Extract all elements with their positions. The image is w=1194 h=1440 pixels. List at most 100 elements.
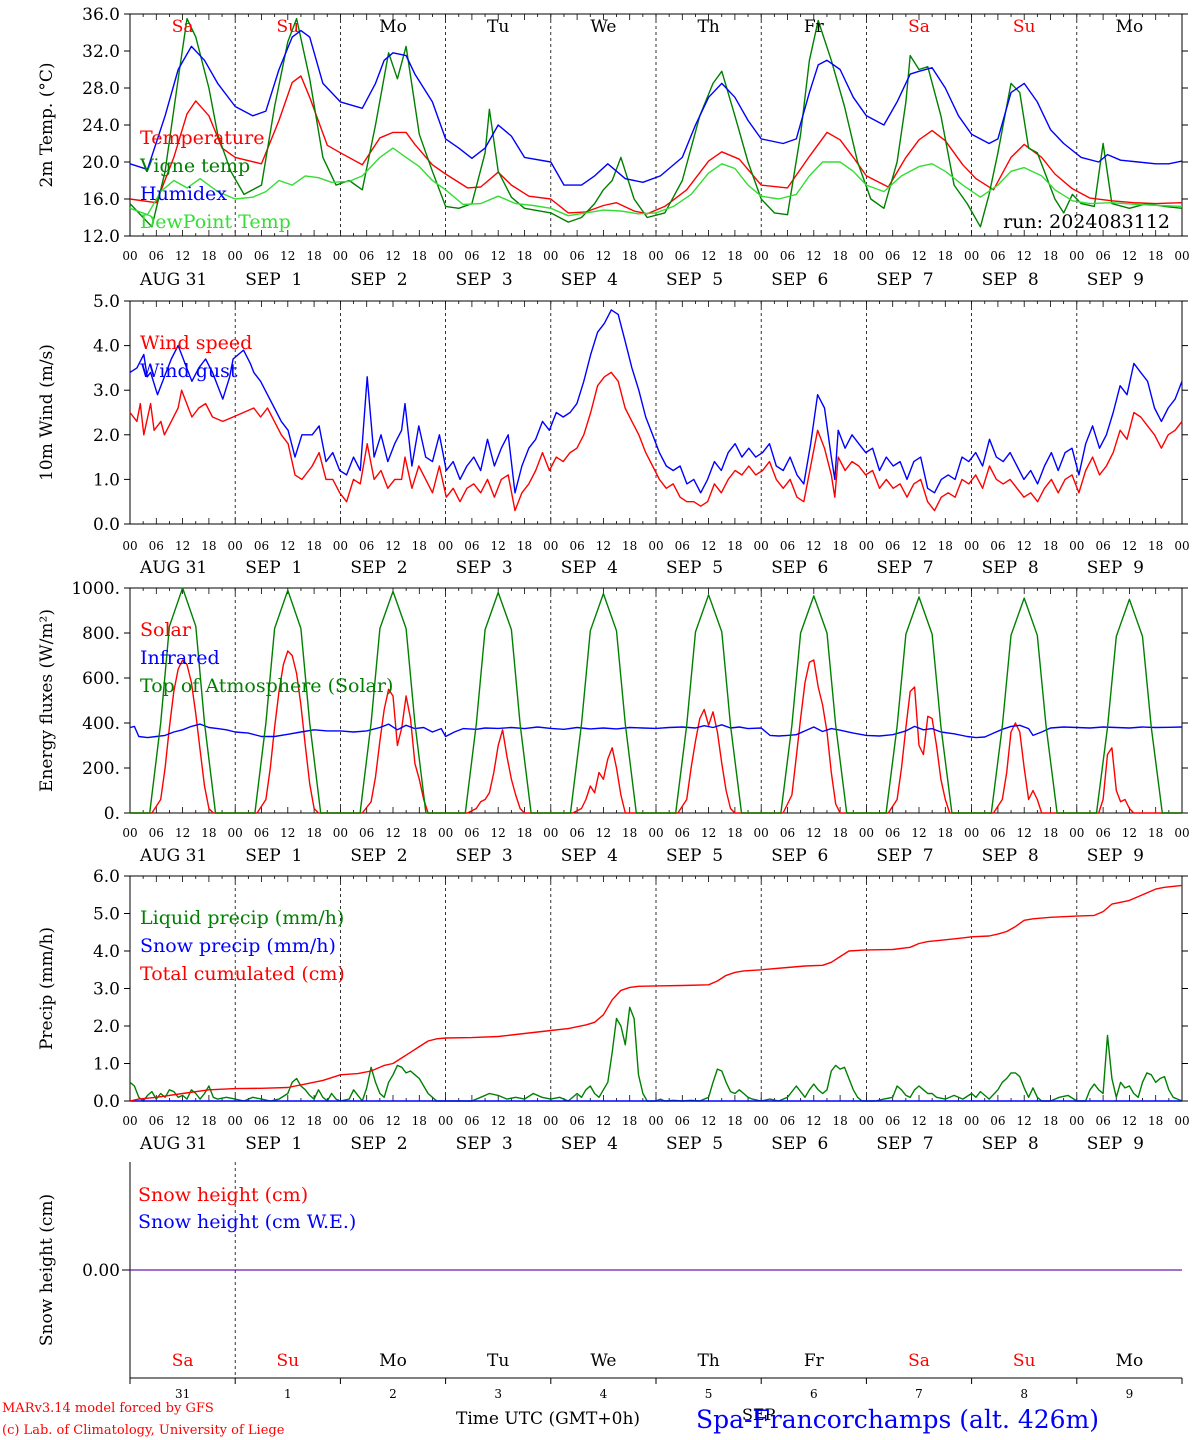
y-tick-label: 20.0 [82,153,120,173]
date-label: SEP 5 [666,846,723,866]
series-line-temperature [129,75,1183,215]
day-label: Su [276,17,299,37]
x-tick-label: 18 [412,249,427,263]
x-tick-label: 12 [911,826,926,840]
x-tick-label: 06 [675,1114,690,1128]
date-label: SEP 3 [456,846,513,866]
legend-entry: Temperature [140,127,264,149]
day-number-label: 4 [600,1387,608,1401]
x-tick-label: 00 [122,826,137,840]
y-tick-label: 3.0 [93,980,120,1000]
x-tick-label: 00 [122,249,137,263]
x-tick-label: 06 [464,539,479,553]
x-tick-label: 00 [333,249,348,263]
x-tick-label: 06 [254,1114,269,1128]
date-label: SEP 3 [456,270,513,290]
x-tick-label: 06 [675,539,690,553]
y-tick-label: 5.0 [93,292,120,312]
date-label: SEP 8 [982,270,1039,290]
x-tick-label: 00 [1174,249,1189,263]
energy-flux-panel: 1000. 800. 600. 400. 200. 0. Energy fluxes (W/… [37,579,1190,866]
x-tick-label: 00 [333,826,348,840]
x-tick-label: 12 [596,826,611,840]
series-line-wind-speed [129,371,1183,512]
day-label: Su [1013,17,1036,37]
y-tick-label: 5.0 [93,905,120,925]
x-tick-label: 12 [1122,1114,1137,1128]
day-label: We [590,17,616,37]
day-label: Su [1013,1351,1036,1371]
x-tick-label: 00 [859,539,874,553]
date-label: SEP 9 [1087,846,1144,866]
date-label: SEP 4 [561,270,618,290]
y-tick-label: 12.0 [82,227,120,247]
x-tick-label: 00 [543,1114,558,1128]
day-label: Sa [908,17,930,37]
x-tick-label: 12 [701,1114,716,1128]
date-label: SEP 5 [666,270,723,290]
x-tick-label: 00 [964,539,979,553]
date-label: SEP 6 [771,270,828,290]
wind-panel: 5.0 4.0 3.0 2.0 1.0 0.0 10m Wind (m/s) Wind spe… [37,292,1190,578]
x-tick-label: 06 [990,249,1005,263]
x-tick-label: 06 [990,826,1005,840]
x-tick-label: 18 [517,539,532,553]
x-tick-label: 06 [1095,539,1110,553]
x-tick-label: 00 [438,249,453,263]
y-tick-label: 2.0 [93,1017,120,1037]
lab-credit-text: (c) Lab. of Climatology, University of L… [2,1423,285,1438]
x-tick-label: 18 [306,826,321,840]
date-label: SEP 9 [1087,1134,1144,1154]
date-label: SEP 2 [350,270,407,290]
x-tick-label: 06 [1095,1114,1110,1128]
x-tick-label: 00 [754,249,769,263]
day-label: Sa [908,1351,930,1371]
x-tick-label: 00 [228,1114,243,1128]
y-axis-title: 10m Wind (m/s) [37,344,57,481]
x-tick-label: 00 [333,539,348,553]
x-tick-label: 12 [806,539,821,553]
y-tick-label: 1.0 [93,470,120,490]
x-tick-label: 00 [964,1114,979,1128]
x-tick-label: 06 [569,1114,584,1128]
x-tick-label: 12 [596,539,611,553]
x-tick-label: 18 [938,249,953,263]
y-axis-title: Energy fluxes (W/m²) [37,609,57,792]
x-tick-label: 18 [201,539,216,553]
x-tick-label: 06 [149,1114,164,1128]
x-tick-label: 18 [1148,1114,1163,1128]
x-tick-label: 12 [1122,826,1137,840]
x-tick-label: 18 [201,1114,216,1128]
x-tick-label: 18 [622,1114,637,1128]
x-tick-label: 06 [254,539,269,553]
x-tick-label: 18 [1043,539,1058,553]
series-line-top-of-atmosphere-solar- [130,587,1182,814]
x-tick-label: 06 [149,826,164,840]
day-label: Fr [804,17,825,37]
x-tick-label: 06 [464,826,479,840]
x-tick-label: 18 [832,1114,847,1128]
x-tick-label: 06 [780,249,795,263]
x-tick-label: 18 [727,826,742,840]
date-label: SEP 8 [982,846,1039,866]
x-tick-label: 06 [780,826,795,840]
day-number-label: 7 [915,1387,923,1401]
legend-entry: Infrared [140,647,220,669]
y-tick-label: 600. [82,669,120,689]
x-tick-label: 06 [885,1114,900,1128]
day-number-label: 2 [389,1387,397,1401]
day-label: We [590,1351,616,1371]
x-tick-label: 18 [1148,539,1163,553]
x-tick-label: 06 [569,539,584,553]
date-label: SEP 5 [666,558,723,578]
y-tick-label: 1000. [71,579,120,599]
x-tick-label: 18 [201,826,216,840]
day-label: Tu [487,17,509,37]
y-tick-label: 200. [82,759,120,779]
x-tick-label: 00 [859,1114,874,1128]
x-tick-label: 18 [622,249,637,263]
x-tick-label: 12 [491,826,506,840]
day-label: Mo [379,17,407,37]
date-label: SEP 8 [982,1134,1039,1154]
x-tick-label: 06 [885,539,900,553]
